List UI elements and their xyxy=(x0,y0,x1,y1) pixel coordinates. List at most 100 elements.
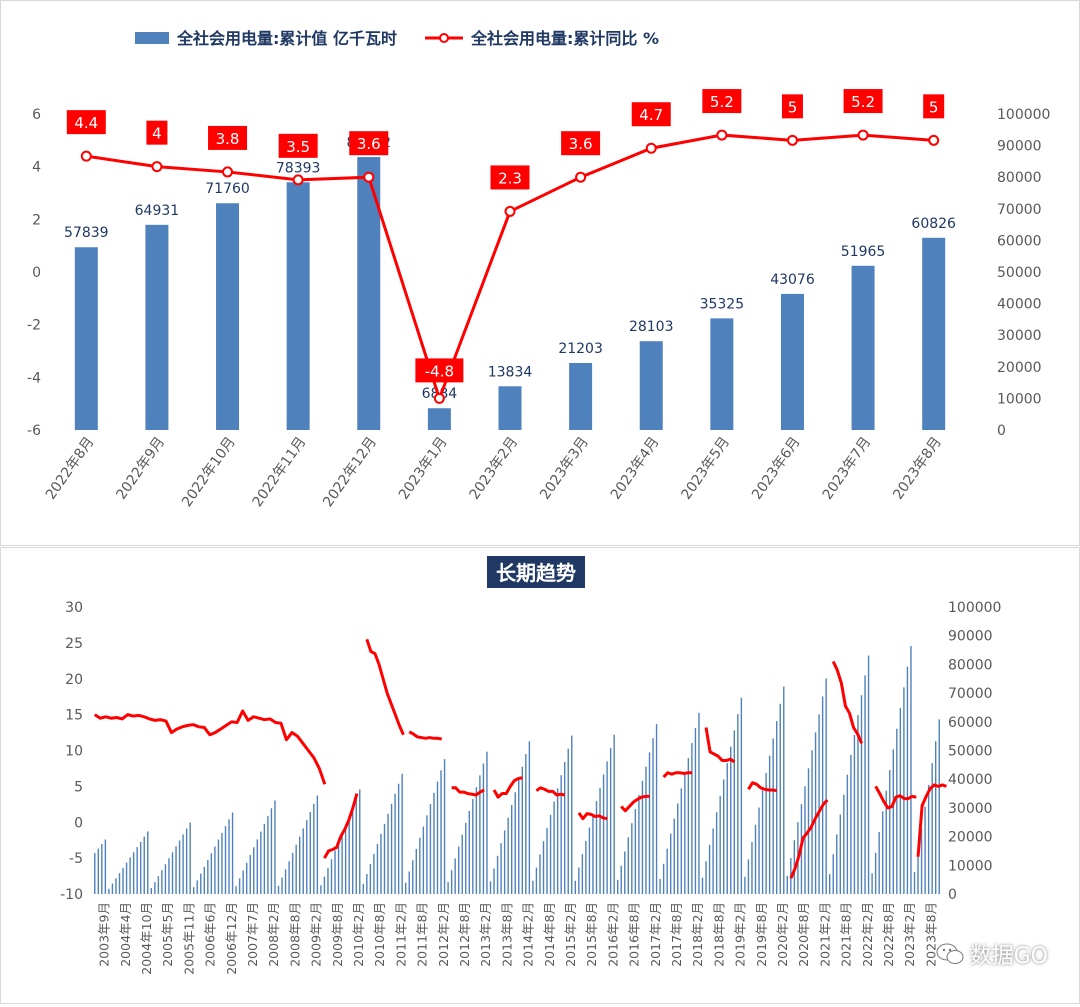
bar xyxy=(150,888,152,894)
bar xyxy=(207,860,209,894)
bar xyxy=(401,773,403,894)
bar xyxy=(468,810,470,894)
bar xyxy=(662,863,665,894)
bar-value-label: 43076 xyxy=(770,272,815,288)
bar xyxy=(511,804,513,894)
bar xyxy=(427,408,451,430)
line-segment xyxy=(408,730,443,741)
line-point xyxy=(433,392,445,404)
bar xyxy=(419,837,421,894)
left-tick-label: 0 xyxy=(74,815,83,831)
x-tick-label: 2014年8月 xyxy=(542,902,557,967)
line-point xyxy=(151,161,163,173)
bar xyxy=(708,844,711,894)
bar xyxy=(571,735,573,894)
bar xyxy=(415,849,417,894)
bar xyxy=(429,804,432,894)
line-value-label: 2.3 xyxy=(490,165,530,190)
line-label-box xyxy=(66,110,106,135)
bar xyxy=(288,861,290,894)
x-tick-label: 2018年2月 xyxy=(690,902,705,967)
bar xyxy=(761,790,764,894)
x-tick-label: 2008年8月 xyxy=(287,902,302,967)
bar xyxy=(620,865,622,894)
bar xyxy=(578,867,580,894)
bar xyxy=(638,794,640,894)
bar xyxy=(677,803,679,894)
bottom-title-text: 长期趋势 xyxy=(496,561,576,585)
bar xyxy=(535,867,538,894)
bar xyxy=(397,783,400,894)
left-tick-label: 2 xyxy=(32,212,41,228)
right-tick-label: 80000 xyxy=(997,170,1042,186)
x-tick-label: 2023年2月 xyxy=(467,434,522,503)
line-label-text: 5.2 xyxy=(710,93,734,111)
bar xyxy=(687,758,690,894)
x-tick-label: 2023年8月 xyxy=(890,434,945,503)
bar xyxy=(776,721,778,894)
bar xyxy=(723,779,725,894)
bar xyxy=(101,844,103,894)
bar xyxy=(539,854,541,894)
bar xyxy=(631,823,633,894)
bottom-bars xyxy=(94,646,940,894)
x-tick-label: 2015年2月 xyxy=(563,902,578,967)
bar xyxy=(253,847,255,894)
bar xyxy=(108,888,110,894)
legend-bar-swatch xyxy=(135,32,169,44)
bar xyxy=(472,799,474,894)
line-value-label: 3.6 xyxy=(349,131,389,156)
x-tick-label: 2022年8月 xyxy=(43,434,98,503)
bar xyxy=(224,826,227,894)
bar xyxy=(639,341,663,430)
bottom-title-bg xyxy=(487,556,585,588)
bar xyxy=(136,847,138,894)
bar xyxy=(355,798,357,894)
right-tick-label: 70000 xyxy=(948,686,993,702)
bar xyxy=(829,874,831,894)
x-tick-label: 2012年8月 xyxy=(457,902,472,967)
left-tick-label: 30 xyxy=(65,600,83,616)
left-tick-label: 6 xyxy=(32,107,41,123)
bar xyxy=(569,362,593,430)
bar xyxy=(624,851,626,894)
bar xyxy=(200,873,202,894)
bar xyxy=(518,779,520,894)
bar xyxy=(938,719,940,894)
bar xyxy=(330,859,333,894)
bar xyxy=(768,755,771,894)
x-tick-label: 2008年2月 xyxy=(266,902,281,967)
legend-bar-label: 全社会用电量:累计值 亿千瓦时 xyxy=(176,29,397,48)
x-tick-label: 2019年2月 xyxy=(733,902,748,967)
left-tick-label: -10 xyxy=(60,887,83,903)
line-label-text: 5.2 xyxy=(851,93,875,111)
bar xyxy=(295,844,297,894)
bar xyxy=(327,867,329,894)
x-tick-label: 2016年8月 xyxy=(627,902,642,967)
bar xyxy=(168,858,170,894)
bar xyxy=(846,774,849,894)
bar xyxy=(684,773,686,894)
line-point xyxy=(504,205,516,217)
line-point xyxy=(222,166,234,178)
bar xyxy=(922,237,946,430)
bar xyxy=(655,724,658,894)
bar xyxy=(666,848,668,894)
line-label-box xyxy=(208,125,248,150)
x-tick-label: 2016年2月 xyxy=(605,902,620,967)
bar xyxy=(860,695,863,894)
top-line-series xyxy=(80,129,940,404)
bar xyxy=(147,831,149,894)
line-point xyxy=(575,171,587,183)
bar xyxy=(836,834,838,894)
top-left-axis: 6 4 2 0 -2 -4 -6 xyxy=(27,107,41,439)
x-tick-label: 2022年11月 xyxy=(250,434,310,510)
x-tick-label: 2020年8月 xyxy=(796,902,811,967)
bar xyxy=(843,794,845,894)
bar xyxy=(712,828,714,894)
bar xyxy=(270,808,273,894)
right-tick-label: 50000 xyxy=(997,265,1042,281)
bar-value-label: 78393 xyxy=(276,160,321,176)
bar xyxy=(267,816,269,894)
bar xyxy=(450,870,453,894)
